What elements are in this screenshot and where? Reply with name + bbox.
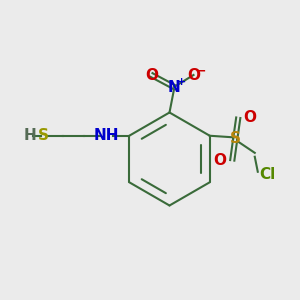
Text: +: +: [177, 76, 186, 87]
Text: S: S: [38, 128, 49, 143]
Text: O: O: [213, 153, 226, 168]
Text: −: −: [196, 64, 206, 77]
Text: S: S: [230, 131, 241, 146]
Text: H: H: [24, 128, 37, 143]
Text: O: O: [145, 68, 158, 82]
Text: NH: NH: [94, 128, 119, 143]
Text: Cl: Cl: [259, 167, 275, 182]
Text: O: O: [187, 68, 200, 82]
Text: N: N: [168, 80, 180, 94]
Text: O: O: [244, 110, 257, 125]
